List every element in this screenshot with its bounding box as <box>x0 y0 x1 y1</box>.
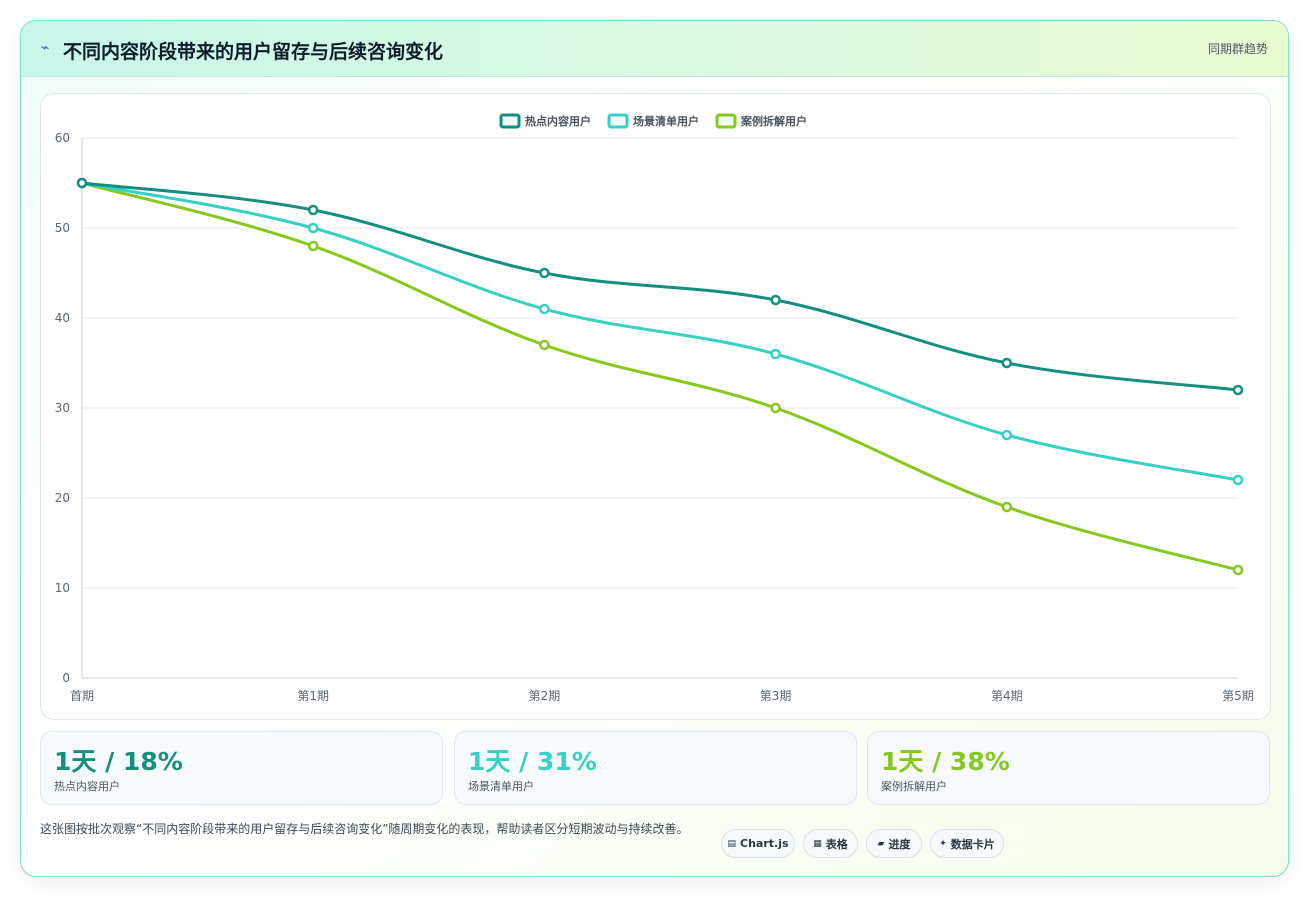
data-point <box>307 222 319 234</box>
tag-progress[interactable]: ▰ 进度 <box>866 829 922 858</box>
stat-value: 1天 / 18% <box>54 747 183 776</box>
x-tick-label: 第2期 <box>529 689 561 703</box>
data-point <box>770 294 781 306</box>
series-line <box>81 181 1239 392</box>
legend-label: 场景清单用户 <box>633 114 699 128</box>
data-point <box>770 348 781 360</box>
data-point <box>1232 384 1244 396</box>
x-tick-label: 首期 <box>70 689 94 703</box>
card-subtitle: 同期群趋势 <box>1207 42 1268 56</box>
legend-swatch <box>715 113 737 129</box>
table-icon: ▦ <box>813 838 822 849</box>
data-point <box>76 177 88 189</box>
trend-icon: ⌁ <box>41 40 50 56</box>
data-point <box>1001 501 1013 513</box>
line-chart: 0 10 20 30 40 50 60 首期 第1期 第2期 第3期 第4期 第5期 热点内容用户 场景清单… <box>55 113 1254 703</box>
y-tick-label: 50 <box>55 221 70 235</box>
x-tick-label: 第1期 <box>297 689 329 703</box>
tag-label: Chart.js <box>740 837 789 850</box>
data-point <box>539 303 550 315</box>
tag-label: 表格 <box>825 837 848 851</box>
legend-label: 案例拆解用户 <box>740 114 807 128</box>
data-point <box>1001 429 1013 441</box>
data-point <box>307 204 319 216</box>
y-tick-label: 30 <box>55 401 70 415</box>
tag-label: 数据卡片 <box>950 837 995 851</box>
stats-row: 1天 / 18% 热点内容用户 1天 / 31% 场景清单用户 1天 / 38%… <box>40 731 1271 805</box>
card-header: ⌁ 不同内容阶段带来的用户留存与后续咨询变化 同期群趋势 <box>21 21 1288 77</box>
legend-label: 热点内容用户 <box>525 114 591 128</box>
series-line <box>81 181 1239 482</box>
stat-label: 案例拆解用户 <box>881 780 947 793</box>
data-point <box>1001 357 1013 369</box>
y-tick-label: 60 <box>55 131 70 145</box>
x-tick-label: 第3期 <box>760 689 792 703</box>
series-line <box>81 181 1239 572</box>
data-point <box>307 240 319 252</box>
tag-table[interactable]: ▦ 表格 <box>803 829 858 858</box>
chart-panel: 0 10 20 30 40 50 60 首期 第1期 第2期 第3期 第4期 第5期 热点内容用户 场景清单… <box>40 93 1271 720</box>
stat-label: 热点内容用户 <box>54 780 120 793</box>
data-point <box>1232 474 1244 486</box>
y-tick-label: 40 <box>55 311 70 325</box>
chart-icon: ▤ <box>727 838 736 849</box>
x-tick-label: 第4期 <box>991 689 1023 703</box>
chart-description: 这张图按批次观察“不同内容阶段带来的用户留存与后续咨询变化”随周期变化的表现，帮… <box>40 822 689 836</box>
card-title: 不同内容阶段带来的用户留存与后续咨询变化 <box>63 41 444 63</box>
stat-value: 1天 / 31% <box>468 747 597 776</box>
legend-swatch <box>607 113 629 129</box>
stat-value: 1天 / 38% <box>881 747 1010 776</box>
y-tick-label: 20 <box>55 491 70 505</box>
sparkle-icon: ✦ <box>939 838 947 849</box>
chart-card: ⌁ 不同内容阶段带来的用户留存与后续咨询变化 同期群趋势 0 10 20 30 40 50… <box>20 20 1289 877</box>
tag-data-card[interactable]: ✦ 数据卡片 <box>930 829 1004 858</box>
y-tick-label: 10 <box>55 581 70 595</box>
stat-card-hot: 1天 / 18% 热点内容用户 <box>40 731 443 805</box>
stat-card-scene: 1天 / 31% 场景清单用户 <box>454 731 857 805</box>
tag-label: 进度 <box>888 837 911 851</box>
data-point <box>1232 564 1244 576</box>
legend-swatch <box>499 113 521 129</box>
x-tick-label: 第5期 <box>1222 689 1254 703</box>
tag-chartjs[interactable]: ▤ Chart.js <box>721 829 795 858</box>
progress-icon: ▰ <box>877 838 885 849</box>
stat-card-case: 1天 / 38% 案例拆解用户 <box>867 731 1270 805</box>
y-tick-label: 0 <box>62 671 70 685</box>
data-point <box>539 339 550 351</box>
data-point <box>539 267 550 279</box>
stat-label: 场景清单用户 <box>468 780 534 793</box>
data-point <box>770 402 781 414</box>
